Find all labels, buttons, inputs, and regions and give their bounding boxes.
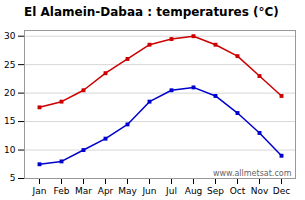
svg-text:20: 20: [4, 88, 16, 98]
svg-text:5: 5: [10, 173, 16, 183]
svg-text:Nov: Nov: [251, 186, 269, 196]
svg-text:10: 10: [4, 145, 16, 155]
svg-text:Jan: Jan: [32, 186, 47, 196]
svg-text:Oct: Oct: [230, 186, 246, 196]
html-text:El Alamein-Dabaa : temperature: El Alamein-Dabaa : temperatures (°C): [24, 5, 279, 19]
svg-text:Feb: Feb: [54, 186, 70, 196]
svg-text:15: 15: [4, 116, 15, 126]
svg-text:Mar: Mar: [75, 186, 92, 196]
svg-text:Dec: Dec: [273, 186, 290, 196]
svg-text:Sep: Sep: [207, 186, 224, 196]
svg-text:25: 25: [4, 60, 15, 70]
svg-text:Aug: Aug: [185, 186, 203, 196]
svg-text:30: 30: [4, 31, 16, 41]
svg-text:Jul: Jul: [165, 186, 177, 196]
svg-text:www.allmetsat.com: www.allmetsat.com: [213, 169, 292, 178]
svg-text:Apr: Apr: [98, 186, 114, 196]
svg-text:Jun: Jun: [141, 186, 156, 196]
svg-text:May: May: [118, 186, 137, 196]
